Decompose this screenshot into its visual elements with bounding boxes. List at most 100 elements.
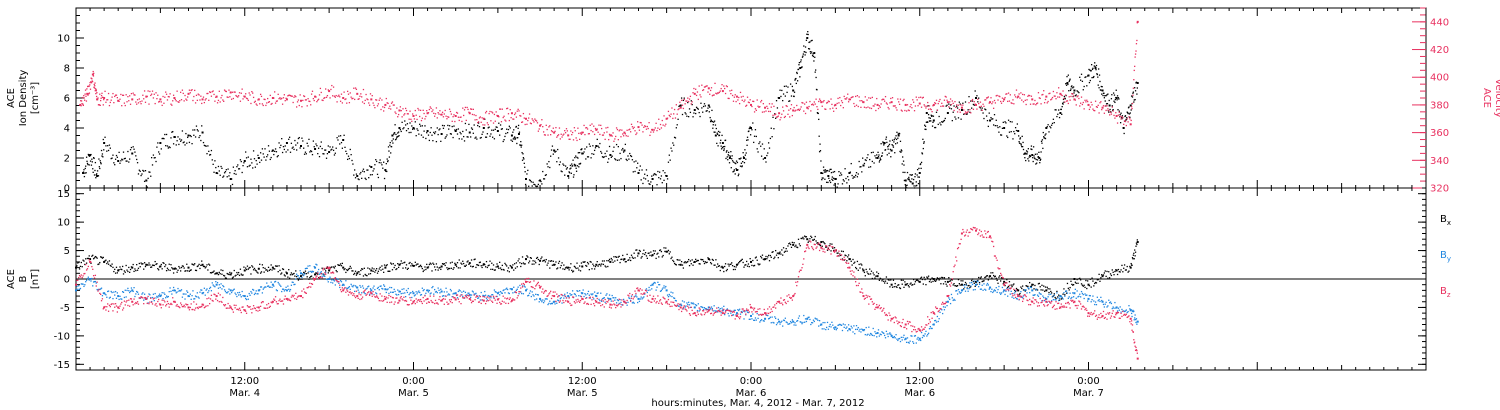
velocity-sample [516, 110, 518, 112]
density-sample [1022, 141, 1024, 144]
by-point [117, 295, 120, 298]
bx-sample [740, 259, 743, 261]
velocity-sample [798, 109, 801, 112]
by-sample [653, 281, 656, 284]
bx-point [145, 263, 148, 266]
velocity-sample [757, 105, 759, 107]
density-sample [809, 51, 812, 53]
by-sample [615, 297, 617, 299]
density-sample [828, 177, 830, 179]
density-point [1129, 104, 1132, 107]
velocity-sample [634, 130, 636, 132]
density-sample [499, 124, 502, 126]
by-sample [646, 291, 648, 294]
velocity-sample [81, 102, 83, 105]
density-sample [1111, 94, 1113, 96]
density-sample [285, 151, 287, 153]
by-sample [571, 290, 574, 292]
velocity-sample [802, 102, 804, 104]
velocity-sample [411, 120, 413, 123]
by-sample [285, 286, 287, 288]
velocity-sample [87, 85, 89, 88]
by-sample [345, 280, 347, 282]
velocity-sample [827, 100, 830, 102]
by-sample [638, 300, 641, 303]
velocity-sample [1130, 105, 1133, 108]
bx-sample [554, 263, 556, 266]
bx-sample [755, 256, 757, 258]
density-sample [798, 61, 801, 64]
density-sample [829, 181, 832, 184]
bx-sample [419, 264, 422, 266]
bx-sample [579, 265, 581, 267]
bx-sample [760, 257, 763, 259]
by-sample [195, 296, 198, 298]
bx-sample [230, 272, 233, 274]
bx-sample [371, 267, 373, 269]
bx-sample [632, 257, 634, 259]
velocity-sample [404, 113, 406, 115]
bx-sample [544, 261, 547, 263]
density-point [89, 154, 92, 156]
density-point [679, 104, 682, 107]
by-sample [281, 290, 283, 293]
density-sample [864, 159, 866, 161]
bx-sample [823, 242, 825, 244]
velocity-sample [816, 106, 818, 108]
density-sample [462, 135, 465, 138]
density-sample [949, 107, 951, 109]
by-sample [429, 293, 431, 295]
bx-point [1129, 266, 1132, 269]
density-sample [1018, 142, 1021, 144]
velocity-sample [858, 96, 860, 98]
velocity-sample [289, 95, 292, 97]
density-sample [654, 173, 656, 175]
velocity-sample [1016, 97, 1019, 99]
velocity-sample [94, 88, 97, 90]
bx-sample [754, 257, 757, 259]
bx-sample [816, 242, 818, 244]
by-sample [333, 280, 336, 282]
density-sample [299, 147, 301, 149]
by-sample [389, 286, 391, 289]
density-sample [897, 137, 899, 139]
bx-sample [783, 251, 786, 253]
velocity-sample [543, 134, 546, 136]
velocity-sample [979, 101, 982, 103]
bx-sample [1088, 285, 1091, 287]
velocity-sample [895, 107, 897, 109]
bx-sample [686, 261, 688, 263]
by-sample [249, 294, 251, 296]
by-sample [780, 321, 782, 324]
density-sample [87, 153, 90, 156]
density-sample [1045, 133, 1047, 135]
bx-sample [1136, 239, 1138, 241]
by-sample [784, 317, 786, 319]
velocity-sample [1021, 99, 1023, 101]
field-axis-label: B [18, 275, 29, 282]
velocity-sample [1029, 95, 1031, 97]
density-sample [927, 113, 930, 116]
density-sample [807, 31, 809, 33]
bx-sample [512, 264, 514, 266]
velocity-sample [122, 94, 125, 97]
density-sample [803, 45, 805, 47]
density-sample [808, 41, 810, 44]
velocity-sample [1036, 102, 1039, 104]
density-sample [331, 148, 333, 150]
by-sample [578, 294, 580, 297]
bx-sample [1044, 286, 1047, 288]
density-sample [615, 143, 618, 146]
velocity-sample [1053, 95, 1055, 97]
density-sample [222, 176, 224, 178]
velocity-sample [82, 103, 84, 105]
by-sample [500, 292, 503, 294]
velocity-sample [1067, 102, 1069, 105]
density-sample [890, 156, 892, 158]
bx-sample [858, 263, 860, 266]
density-sample [854, 174, 857, 176]
density-sample [406, 123, 409, 125]
density-sample [1065, 83, 1067, 85]
by-sample [517, 286, 519, 288]
velocity-sample [864, 96, 866, 98]
